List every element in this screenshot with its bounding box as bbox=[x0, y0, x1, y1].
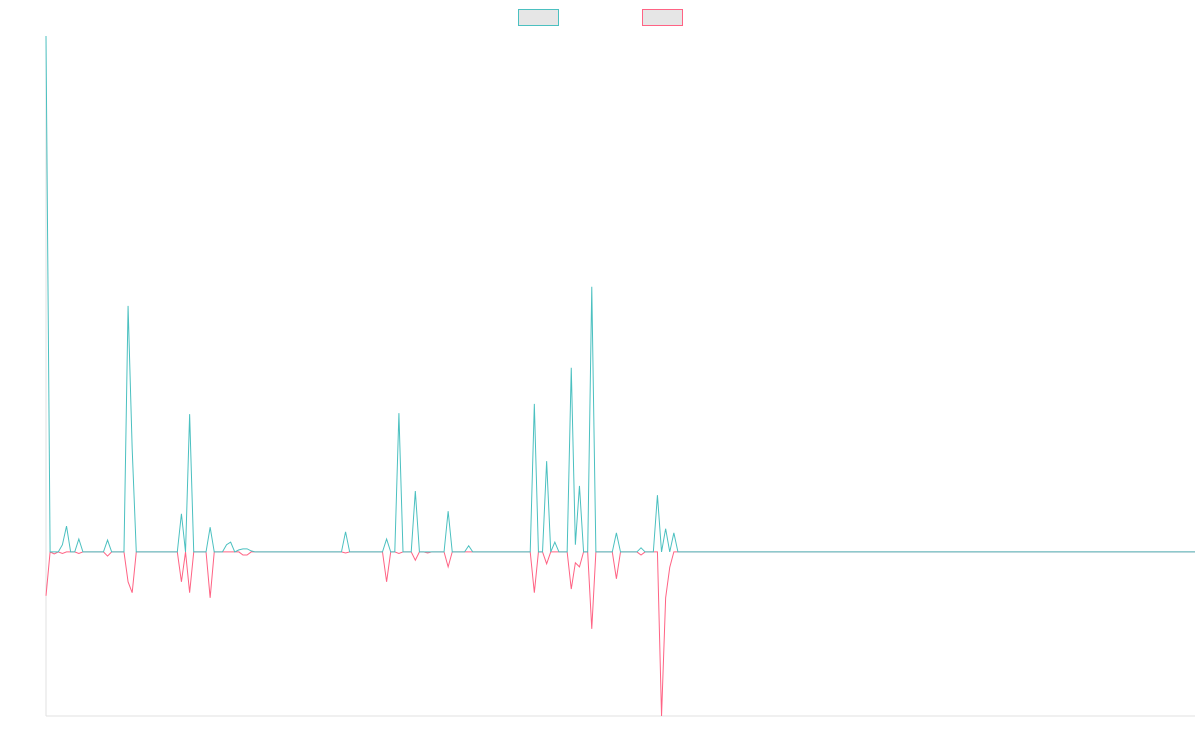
legend-swatch bbox=[518, 9, 559, 26]
legend-swatch bbox=[642, 9, 683, 26]
series-line bbox=[45, 35, 1195, 553]
series-line bbox=[45, 551, 1195, 717]
